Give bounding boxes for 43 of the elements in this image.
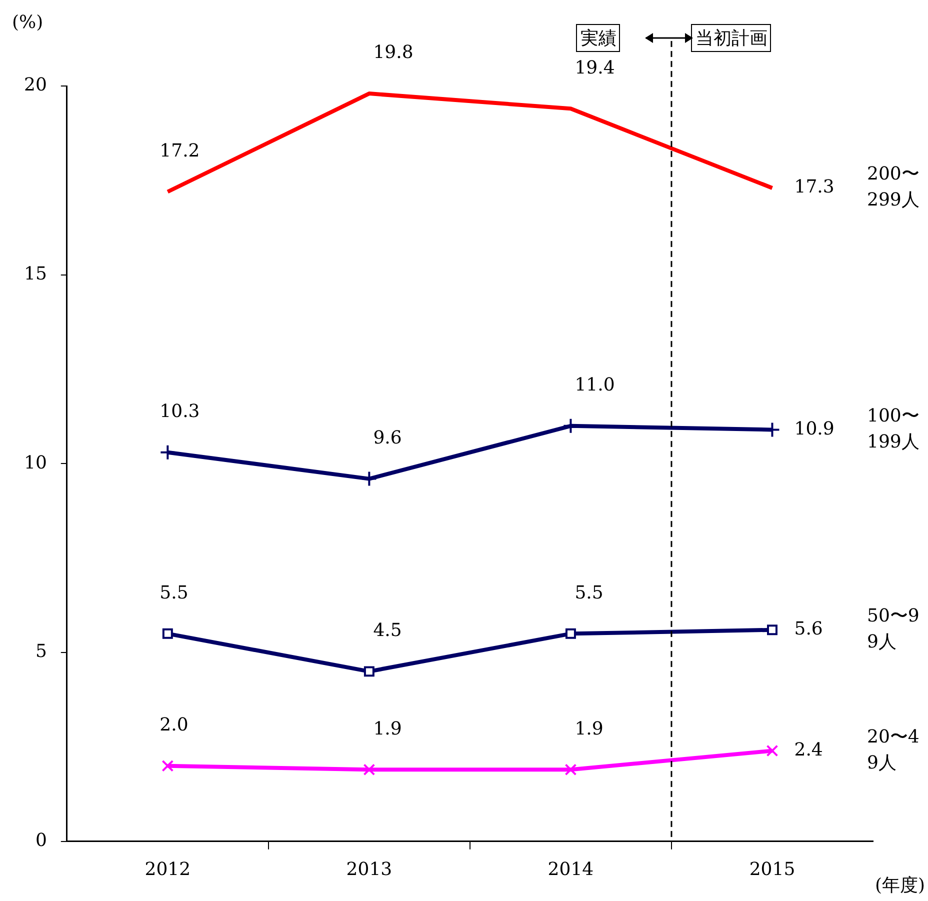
text: 100〜199人 <box>867 405 920 452</box>
data-label: 2.0 <box>160 714 188 736</box>
point <box>766 744 778 757</box>
y-tick-label: 5 <box>35 641 47 662</box>
data-label: 4.5 <box>373 620 402 642</box>
data-label: 11.0 <box>574 374 615 396</box>
x-tick-label: 2014 <box>548 858 594 880</box>
data-label: 9.6 <box>373 427 402 448</box>
data-label: 10.3 <box>160 401 200 422</box>
data-label: 10.9 <box>794 418 834 440</box>
data-label: 2.4 <box>794 739 823 760</box>
data-label: 1.9 <box>574 718 604 740</box>
x-axis-title: (年度) <box>875 874 926 897</box>
x-tick-label: 2012 <box>144 858 191 880</box>
y-tick-label: 0 <box>35 830 47 852</box>
text: 20〜49人 <box>867 726 920 774</box>
data-label: 1.9 <box>373 718 402 740</box>
data-label: 17.2 <box>160 140 200 162</box>
x-tick-label: 2015 <box>749 858 796 880</box>
text: 実績 <box>576 24 620 52</box>
y-tick-label: 15 <box>24 264 47 285</box>
point <box>160 444 176 460</box>
data-label: 5.5 <box>574 582 604 604</box>
x-tick-label: 2013 <box>346 858 392 880</box>
y-tick-label: 10 <box>24 452 47 474</box>
point <box>564 764 577 776</box>
y-tick-label: 20 <box>24 74 47 96</box>
point <box>363 764 376 776</box>
text: 200〜299人 <box>867 164 920 211</box>
point <box>361 470 378 487</box>
point <box>766 624 778 636</box>
point <box>162 628 173 639</box>
point <box>162 760 174 772</box>
data-label: 19.4 <box>574 57 615 78</box>
point <box>565 628 576 639</box>
text: 50〜99人 <box>867 606 920 653</box>
data-label: 17.3 <box>794 176 834 198</box>
text: 当初計画 <box>691 24 772 52</box>
data-label: 5.6 <box>794 618 823 640</box>
y-axis-title: (%) <box>12 12 44 33</box>
point <box>364 666 374 677</box>
data-label: 5.5 <box>160 582 188 604</box>
data-label: 19.8 <box>373 42 414 64</box>
